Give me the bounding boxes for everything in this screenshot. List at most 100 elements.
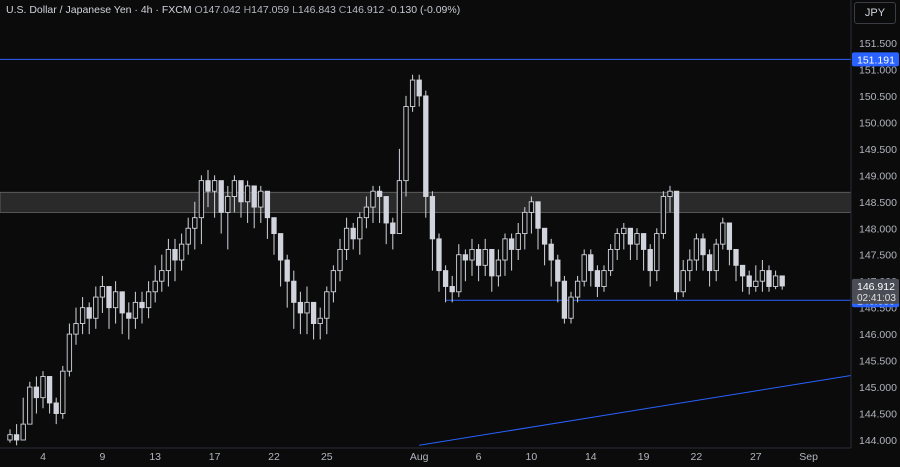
candle-down	[462, 254, 469, 261]
y-tick-label: 150.000	[859, 117, 897, 129]
x-tick-label: 17	[209, 451, 221, 463]
price-line-label-0: 151.191	[857, 54, 895, 66]
candle-down	[383, 196, 389, 224]
candle-up	[772, 275, 779, 287]
candle-down	[739, 264, 746, 277]
candle-up	[244, 185, 251, 203]
candle-down	[264, 190, 271, 219]
y-tick-label: 146.000	[859, 329, 897, 341]
candle-down	[706, 254, 713, 272]
candle-down	[218, 180, 224, 213]
high-value: 147.059	[251, 4, 290, 16]
close-value: 146.912	[346, 4, 385, 16]
candle-down	[489, 248, 495, 277]
x-tick-label: 14	[585, 451, 597, 463]
candle-down	[53, 402, 59, 414]
candle-down	[277, 233, 284, 261]
candle-up	[693, 238, 700, 261]
candle-up	[574, 280, 581, 298]
candle-down	[13, 434, 20, 441]
x-tick-label: 19	[638, 451, 650, 463]
candle-down	[416, 79, 422, 97]
candle-up	[687, 259, 693, 272]
candle-down	[33, 386, 40, 399]
candle-up	[660, 196, 667, 235]
y-tick-label: 149.500	[859, 144, 897, 156]
candle-up	[482, 248, 488, 266]
currency-button[interactable]: JPY	[854, 2, 896, 24]
candle-up	[66, 333, 73, 372]
x-tick-label: Aug	[410, 451, 429, 463]
candle-down	[106, 286, 112, 309]
candle-up	[370, 190, 376, 208]
candle-up	[152, 280, 158, 293]
candle-down	[119, 291, 125, 314]
y-tick-label: 148.000	[859, 223, 897, 235]
y-tick-label: 150.500	[859, 91, 897, 103]
candle-up	[317, 317, 323, 324]
candle-down	[475, 248, 482, 266]
y-tick-label: 147.500	[859, 250, 897, 262]
candle-up	[198, 180, 205, 219]
candle-up	[185, 227, 191, 245]
last-price-tag	[852, 278, 899, 304]
x-tick-label: 25	[321, 451, 333, 463]
candle-down	[561, 280, 568, 319]
x-tick-label: 9	[99, 451, 105, 463]
candle-up	[20, 423, 26, 441]
candle-up	[680, 270, 686, 293]
candle-down	[779, 275, 785, 287]
countdown-label: 02:41:03	[857, 293, 896, 304]
candle-up	[324, 291, 330, 319]
candle-up	[568, 296, 574, 319]
candle-down	[238, 180, 244, 203]
candle-up	[258, 190, 264, 208]
low-value: 146.843	[297, 4, 336, 16]
candle-up	[469, 248, 475, 261]
candle-up	[409, 79, 416, 107]
y-tick-label: 151.000	[859, 64, 897, 76]
candle-up	[27, 386, 33, 425]
x-tick-label: 4	[40, 451, 46, 463]
candle-up	[192, 217, 198, 229]
candle-down	[436, 238, 442, 272]
high-label: H	[243, 4, 252, 16]
candle-up	[581, 254, 587, 282]
candle-up	[159, 270, 165, 282]
candle-up	[145, 291, 152, 309]
candle-up	[495, 259, 502, 277]
candle-up	[396, 180, 403, 235]
candle-up	[211, 180, 218, 192]
candle-up	[753, 280, 759, 287]
candle-down	[627, 227, 634, 245]
candle-up	[713, 243, 719, 272]
candle-up	[502, 238, 508, 261]
candle-down	[172, 248, 178, 261]
candle-down	[297, 301, 304, 314]
candle-down	[271, 217, 277, 235]
candle-down	[588, 254, 594, 272]
candle-down	[766, 270, 772, 287]
candle-down	[86, 307, 92, 319]
candle-down	[291, 280, 297, 303]
candle-down	[423, 95, 429, 197]
candle-up	[112, 291, 119, 309]
candle-up	[456, 254, 462, 293]
y-tick-label: 144.500	[859, 409, 897, 421]
candle-up	[225, 196, 231, 213]
candle-up	[614, 233, 620, 250]
candle-up	[304, 301, 310, 314]
y-tick-label: 148.500	[859, 197, 897, 209]
low-label: L	[292, 4, 298, 16]
candle-up	[132, 301, 139, 319]
candle-up	[363, 206, 370, 219]
candle-down	[541, 227, 548, 245]
candle-down	[733, 248, 739, 266]
candle-up	[93, 296, 99, 319]
candle-down	[449, 286, 455, 293]
candle-up	[178, 243, 185, 261]
candle-down	[390, 222, 396, 235]
candle-down	[640, 233, 647, 250]
